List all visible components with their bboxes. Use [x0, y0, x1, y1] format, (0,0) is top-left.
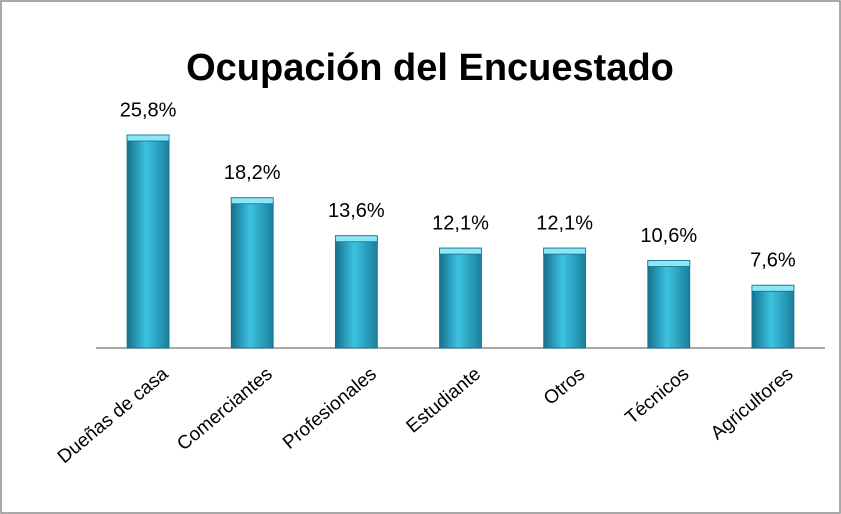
bar [439, 247, 482, 349]
bar [126, 134, 170, 349]
bar-cap [647, 260, 691, 267]
bar-cap [439, 247, 482, 255]
chart-title: Ocupación del Encuestado [186, 47, 674, 89]
bar [751, 284, 795, 349]
value-label: 12,1% [536, 212, 593, 234]
bar [647, 260, 691, 349]
value-label: 13,6% [328, 200, 385, 222]
bar-cap [126, 134, 170, 142]
value-label: 25,8% [120, 99, 177, 121]
value-label: 10,6% [640, 225, 697, 247]
bar-cap [230, 197, 274, 205]
bar [230, 197, 274, 349]
value-label: 12,1% [432, 212, 489, 234]
bar-cap [334, 235, 378, 243]
bar [334, 235, 378, 349]
bar [543, 247, 587, 349]
bar-cap [751, 284, 795, 292]
value-label: 18,2% [224, 162, 281, 184]
value-label: 7,6% [750, 250, 796, 272]
bar-cap [543, 247, 587, 255]
